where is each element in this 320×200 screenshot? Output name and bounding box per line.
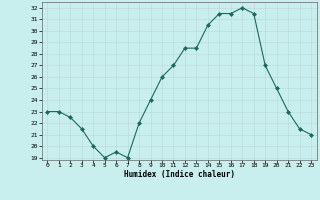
X-axis label: Humidex (Indice chaleur): Humidex (Indice chaleur) (124, 170, 235, 179)
